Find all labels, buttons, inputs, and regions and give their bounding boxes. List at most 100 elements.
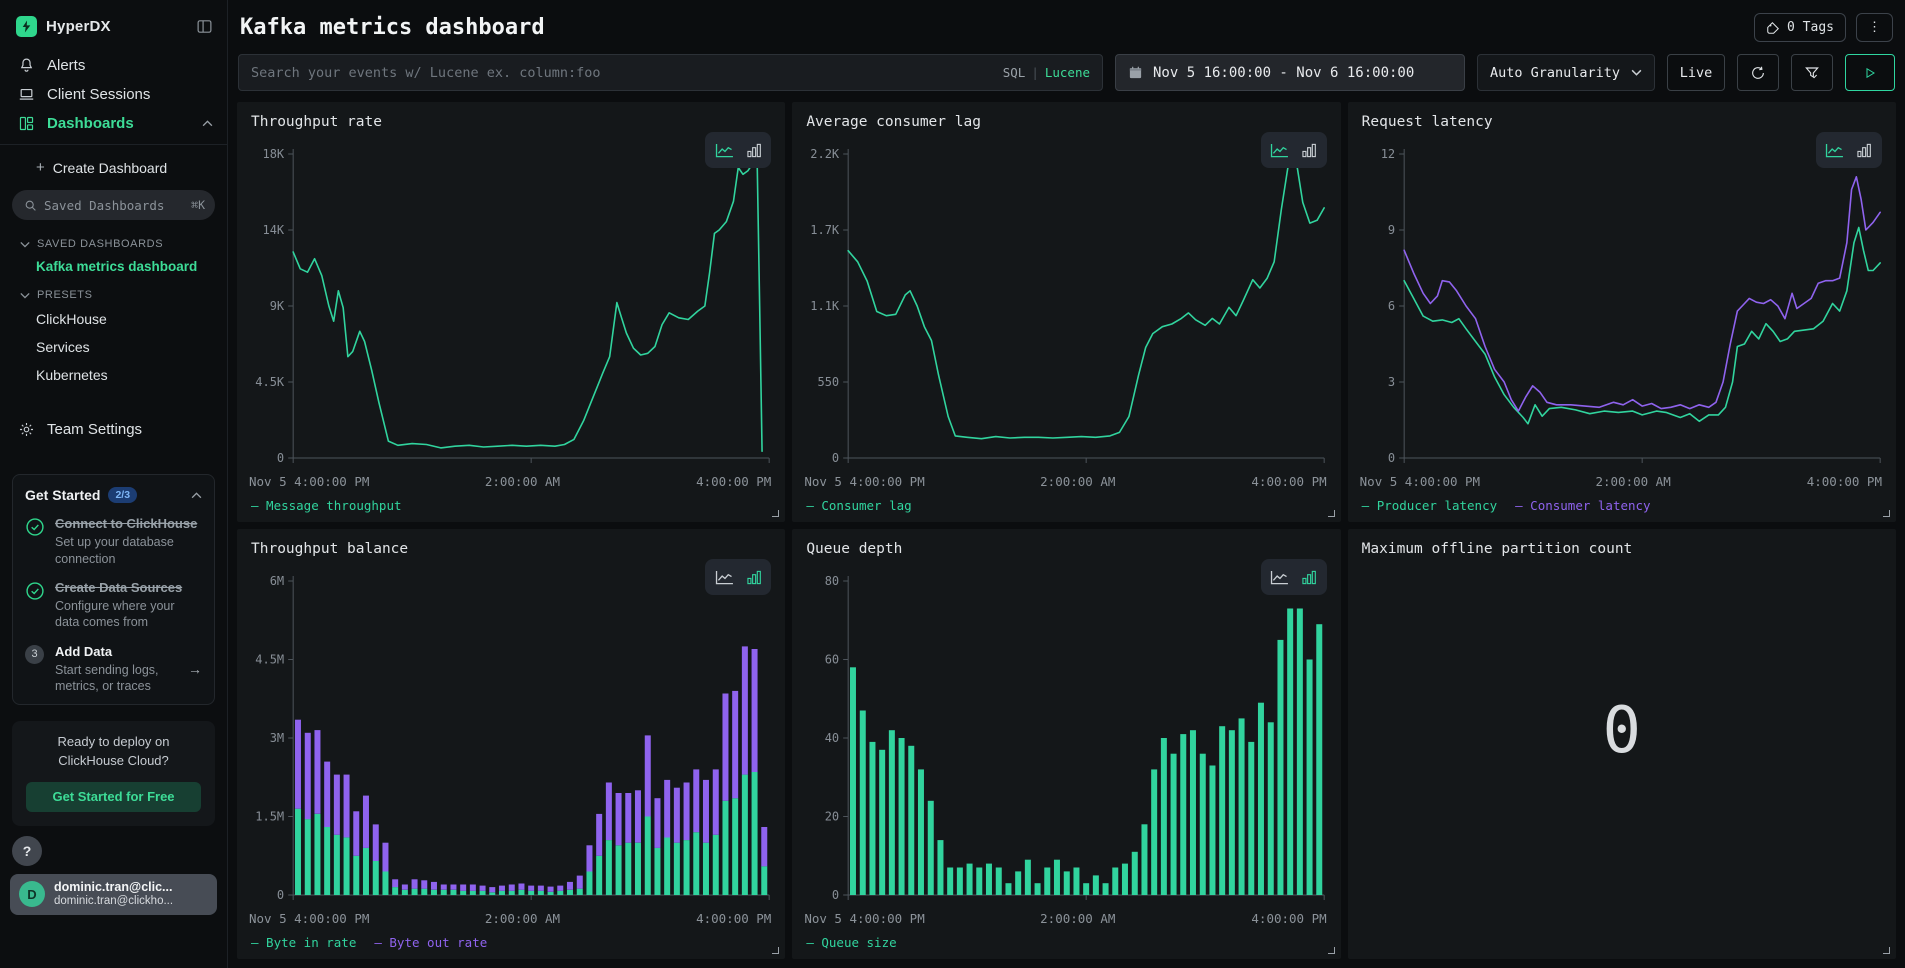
saved-dashboards-section-header[interactable]: SAVED DASHBOARDS	[0, 228, 227, 254]
line-chart-icon[interactable]	[1825, 143, 1844, 158]
panel-request-latency: Request latency 12 9 6 3 0 Nov 5 4:00:00 PM 2…	[1347, 102, 1896, 522]
lucene-toggle[interactable]: Lucene	[1044, 65, 1090, 80]
bar-chart-icon[interactable]	[1857, 143, 1872, 158]
legend-queue-size[interactable]: — Queue size	[806, 935, 897, 950]
bar-byte-out-rate	[712, 769, 719, 835]
chart-type-toggle[interactable]	[705, 559, 772, 595]
bar-byte-out-rate	[625, 793, 632, 843]
panel-title: Maximum offline partition count	[1361, 541, 1633, 557]
chart-type-toggle[interactable]	[1260, 132, 1327, 168]
sidebar-item-dashboards[interactable]: Dashboards	[0, 109, 227, 138]
bar-chart-icon[interactable]	[747, 570, 762, 585]
refresh-button[interactable]	[1737, 54, 1779, 91]
x-tick-label: 4:00:00 PM	[1251, 474, 1327, 489]
line-chart-icon[interactable]	[715, 143, 734, 158]
series-producer-latency	[1403, 226, 1881, 425]
bar-queue-size	[879, 749, 886, 895]
bar-byte-out-rate	[664, 779, 671, 838]
bar-chart-icon[interactable]	[1302, 143, 1317, 158]
run-query-button[interactable]	[1845, 54, 1895, 91]
y-tick-label: 40	[825, 731, 839, 745]
get-started-step-add-data[interactable]: 3 Add Data Start sending logs, metrics, …	[25, 644, 202, 695]
chart-type-toggle[interactable]	[1260, 559, 1327, 595]
filter-button[interactable]	[1791, 54, 1833, 91]
sidebar-item-services[interactable]: Services	[36, 339, 90, 355]
tags-button[interactable]: 0 Tags	[1754, 13, 1846, 42]
legend-consumer-latency[interactable]: — Consumer latency	[1515, 498, 1651, 513]
bar-byte-out-rate	[333, 774, 340, 835]
get-started-step-connect[interactable]: Connect to ClickHouse Set up your databa…	[25, 516, 202, 567]
panel-title: Average consumer lag	[806, 114, 981, 130]
y-tick-label: 0	[832, 888, 839, 902]
user-menu[interactable]: D dominic.tran@clic... dominic.tran@clic…	[10, 873, 217, 915]
legend-consumer-lag[interactable]: — Consumer lag	[806, 498, 912, 513]
bar-byte-in-rate	[382, 871, 389, 895]
panel-title: Request latency	[1361, 114, 1493, 130]
sql-toggle[interactable]: SQL	[1002, 65, 1026, 80]
x-tick-label: 2:00:00 AM	[484, 474, 561, 489]
bar-queue-size	[860, 710, 867, 895]
bar-chart-icon[interactable]	[1302, 570, 1317, 585]
resize-handle[interactable]	[772, 510, 780, 517]
search-icon	[25, 200, 36, 211]
sidebar-item-kubernetes[interactable]: Kubernetes	[36, 367, 108, 383]
presets-section-header[interactable]: PRESETS	[0, 279, 227, 305]
bar-queue-size	[908, 745, 915, 895]
resize-handle[interactable]	[1327, 947, 1335, 954]
page-title: Kafka metrics dashboard	[240, 15, 545, 40]
bar-queue-size	[1180, 734, 1187, 895]
sidebar-item-kafka-metrics-dashboard[interactable]: Kafka metrics dashboard	[36, 259, 198, 274]
bar-queue-size	[1170, 753, 1177, 895]
resize-handle[interactable]	[772, 947, 780, 954]
line-chart-icon[interactable]	[1270, 143, 1289, 158]
bar-byte-out-rate	[557, 885, 564, 891]
bar-queue-size	[1064, 871, 1071, 895]
event-search-input[interactable]	[251, 64, 993, 81]
get-started-title: Get Started	[25, 487, 101, 503]
y-tick-label: 3	[1388, 375, 1395, 389]
chart-type-toggle[interactable]	[1815, 132, 1882, 168]
create-dashboard-button[interactable]: + Create Dashboard	[0, 145, 227, 180]
line-chart-icon[interactable]	[1270, 570, 1289, 585]
legend-producer-latency[interactable]: — Producer latency	[1361, 498, 1498, 513]
sidebar-item-client-sessions[interactable]: Client Sessions	[0, 80, 227, 109]
bar-queue-size	[1132, 851, 1139, 895]
bar-byte-out-rate	[693, 769, 700, 833]
bar-chart-icon[interactable]	[747, 143, 762, 158]
panel-queue-depth: Queue depth 80 60 40 20 0 Nov 5 4:00:00 PM 2:…	[792, 529, 1341, 959]
sidebar-item-alerts[interactable]: Alerts	[0, 51, 227, 80]
plot-area: 80 60 40 20 0	[802, 571, 1330, 903]
sidebar-collapse-icon[interactable]	[196, 18, 213, 35]
get-started-step-sources[interactable]: Create Data Sources Configure where your…	[25, 580, 202, 631]
legend-message-throughput[interactable]: — Message throughput	[251, 498, 402, 513]
bar-byte-in-rate	[304, 819, 311, 895]
saved-dashboards-search[interactable]: ⌘K	[12, 190, 215, 220]
avatar: D	[19, 881, 45, 908]
event-search: SQL|Lucene	[238, 54, 1103, 91]
help-button[interactable]: ?	[12, 835, 42, 866]
bar-byte-in-rate	[557, 890, 564, 895]
sidebar-item-team-settings[interactable]: Team Settings	[0, 415, 227, 444]
bar-byte-in-rate	[498, 890, 505, 895]
panel-title: Queue depth	[806, 541, 903, 557]
legend-byte-in-rate[interactable]: — Byte in rate	[251, 935, 357, 950]
resize-handle[interactable]	[1882, 947, 1890, 954]
chevron-up-icon[interactable]	[191, 491, 202, 499]
resize-handle[interactable]	[1327, 510, 1335, 517]
granularity-select[interactable]: Auto Granularity	[1477, 54, 1655, 91]
sidebar-item-clickhouse[interactable]: ClickHouse	[36, 311, 107, 327]
saved-dashboards-search-input[interactable]	[44, 197, 185, 213]
get-started-free-button[interactable]: Get Started for Free	[26, 781, 201, 812]
line-chart-icon[interactable]	[715, 570, 734, 585]
date-range-picker[interactable]: Nov 5 16:00:00 - Nov 6 16:00:00	[1115, 54, 1465, 91]
bar-byte-in-rate	[294, 808, 301, 895]
resize-handle[interactable]	[1882, 510, 1890, 517]
chart-type-toggle[interactable]	[705, 132, 772, 168]
more-options-button[interactable]: ⋮	[1856, 13, 1893, 42]
x-axis-labels: Nov 5 4:00:00 PM 2:00:00 AM 4:00:00 PM	[804, 474, 1328, 489]
create-dashboard-label: Create Dashboard	[52, 159, 168, 176]
legend-byte-out-rate[interactable]: — Byte out rate	[374, 935, 488, 950]
bar-byte-in-rate	[702, 842, 709, 895]
live-button[interactable]: Live	[1667, 54, 1725, 91]
bar-queue-size	[1219, 726, 1226, 895]
